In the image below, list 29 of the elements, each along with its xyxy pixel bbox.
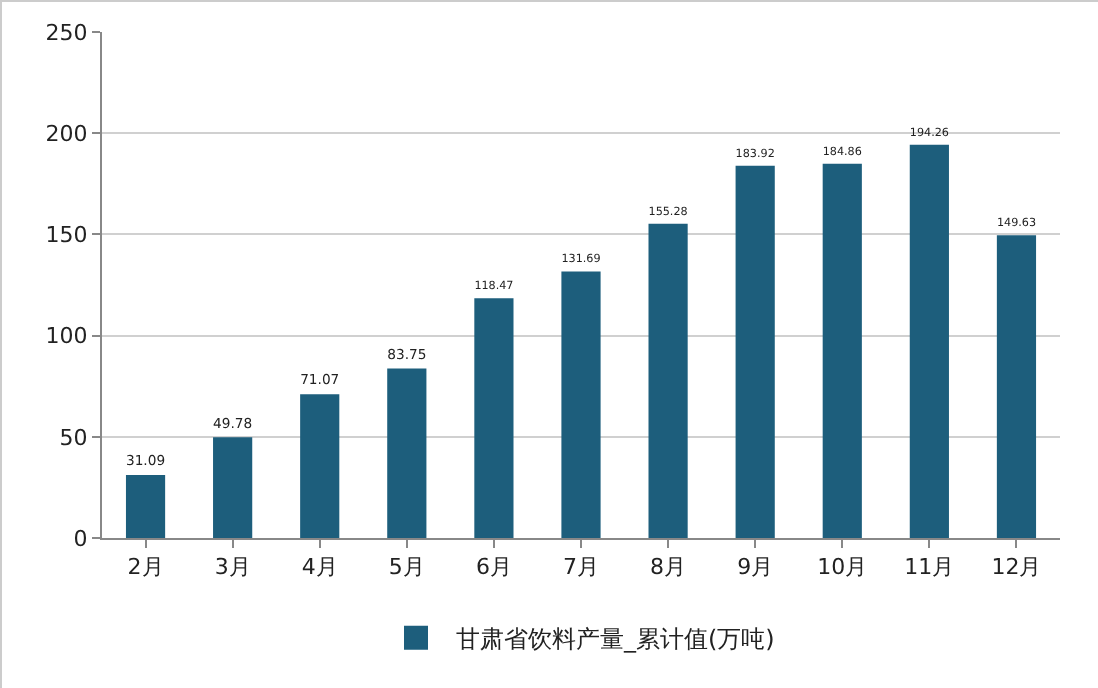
y-tick-label: 200 [45,120,88,147]
legend-label: 甘肃省饮料产量_累计值(万吨) [456,625,775,654]
bar [387,368,427,538]
y-tick-label: 250 [45,19,88,46]
y-tick-label: 50 [59,424,88,451]
x-tick-label: 6月 [475,554,512,581]
x-tick-label: 9月 [737,554,774,581]
bar [474,298,514,538]
bar [213,437,253,538]
x-tick-label: 4月 [301,554,338,581]
bar [822,163,862,538]
x-tick-label: 11月 [904,554,955,581]
x-tick-label: 8月 [650,554,687,581]
bar [300,394,340,538]
y-tick-label: 100 [45,323,88,350]
y-tick-label: 0 [73,525,88,552]
bar [996,235,1037,538]
x-tick-label: 12月 [991,554,1042,581]
x-tick-label: 3月 [214,554,251,581]
x-tick-label: 5月 [388,554,425,581]
y-tick-label: 150 [45,222,88,249]
x-tick-label: 7月 [563,554,599,581]
bar [648,223,688,538]
bar [125,475,166,538]
bar [561,271,601,538]
bar [735,165,775,538]
x-tick-label: 10月 [817,554,868,581]
x-tick-label: 2月 [127,554,164,581]
bar [909,144,949,538]
